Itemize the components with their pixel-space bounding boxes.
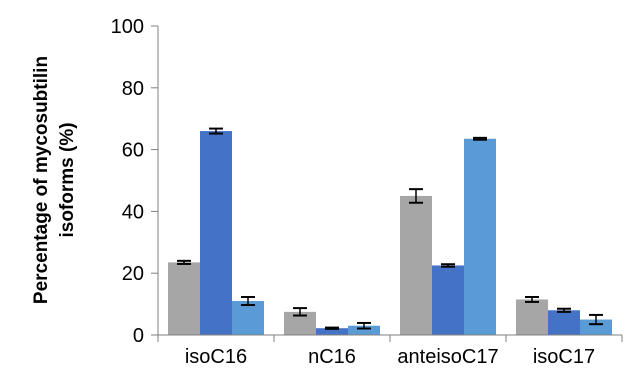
y-axis-title: Percentage of mycosubtilin isoforms (%) <box>31 56 78 304</box>
error-bar <box>473 136 487 141</box>
error-bar <box>325 326 339 330</box>
y-tick-label: 60 <box>122 140 144 162</box>
bar <box>348 325 380 335</box>
bar <box>516 299 548 335</box>
bar <box>200 131 232 335</box>
error-bar <box>557 307 571 313</box>
x-tick-label: nC16 <box>308 346 356 368</box>
x-tick-label: isoC17 <box>533 346 595 368</box>
y-axis-title-line-1: Percentage of mycosubtilin <box>31 56 52 304</box>
bars <box>168 131 612 335</box>
error-bar <box>357 321 371 330</box>
x-axis-labels: isoC16 nC16 anteisoC17 isoC17 <box>185 346 595 368</box>
y-axis-title-line-2: isoforms (%) <box>57 122 78 237</box>
bar <box>316 328 348 335</box>
y-axis-ticks: 0 20 40 60 80 100 <box>111 16 158 347</box>
bar <box>432 265 464 335</box>
y-tick-label: 100 <box>111 16 144 38</box>
y-tick-label: 40 <box>122 201 144 223</box>
x-tick-label: anteisoC17 <box>397 346 498 368</box>
bar <box>168 262 200 335</box>
y-tick-label: 80 <box>122 78 144 100</box>
bar <box>284 311 316 335</box>
error-bar <box>209 127 223 135</box>
bar <box>464 138 496 335</box>
error-bars <box>177 127 603 330</box>
bar <box>580 319 612 335</box>
bar <box>400 195 432 335</box>
y-tick-label: 0 <box>133 325 144 347</box>
x-tick-label: isoC16 <box>185 346 247 368</box>
error-bar <box>589 313 603 326</box>
error-bar <box>525 295 539 303</box>
bar <box>232 301 264 335</box>
error-bar <box>177 259 191 265</box>
error-bar <box>241 295 255 307</box>
error-bar <box>293 307 307 317</box>
error-bar <box>409 188 423 204</box>
axes <box>157 26 623 342</box>
y-tick-label: 20 <box>122 263 144 285</box>
error-bar <box>441 263 455 268</box>
bar <box>548 310 580 335</box>
